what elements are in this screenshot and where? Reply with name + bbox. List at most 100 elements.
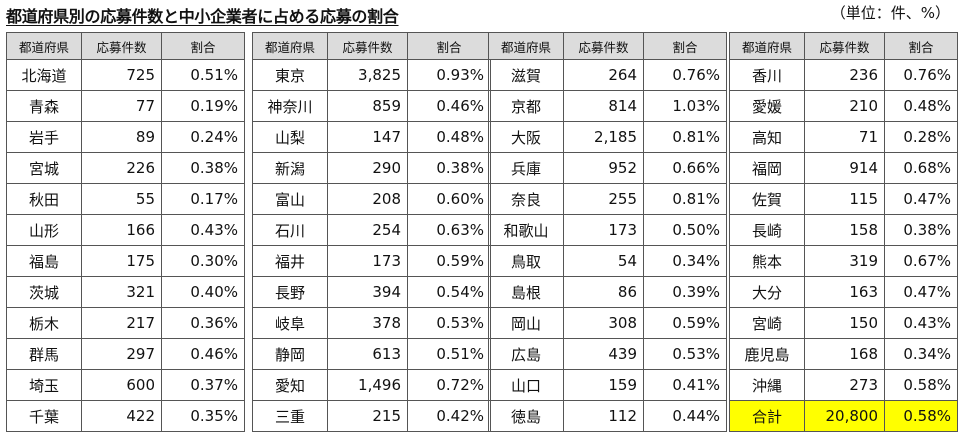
table-row: 島根 86 0.39% bbox=[488, 276, 727, 308]
application-count: 147 bbox=[327, 121, 408, 153]
prefecture-name: 東京 bbox=[252, 59, 328, 91]
prefecture-name: 秋田 bbox=[6, 183, 82, 215]
application-count: 264 bbox=[563, 59, 644, 91]
table-row: 愛媛 210 0.48% bbox=[729, 90, 958, 122]
header-count: 応募件数 bbox=[327, 32, 408, 60]
application-ratio: 0.38% bbox=[161, 152, 245, 184]
prefecture-name: 山形 bbox=[6, 214, 82, 246]
table-row: 大阪 2,185 0.81% bbox=[488, 121, 727, 153]
application-ratio: 0.28% bbox=[884, 121, 958, 153]
prefecture-name: 鳥取 bbox=[488, 245, 564, 277]
prefecture-name: 奈良 bbox=[488, 183, 564, 215]
table-row: 兵庫 952 0.66% bbox=[488, 152, 727, 184]
prefecture-name: 山口 bbox=[488, 369, 564, 401]
table-row: 秋田 55 0.17% bbox=[6, 183, 245, 215]
prefecture-table: 都道府県 応募件数 割合 東京 3,825 0.93% 神奈川 859 0.46% 山梨 147 0.… bbox=[252, 32, 491, 432]
table-header-row: 都道府県 応募件数 割合 bbox=[488, 32, 727, 60]
application-count: 600 bbox=[81, 369, 162, 401]
table-row: 埼玉 600 0.37% bbox=[6, 369, 245, 401]
application-count: 394 bbox=[327, 276, 408, 308]
application-ratio: 0.59% bbox=[407, 245, 491, 277]
application-count: 150 bbox=[804, 307, 885, 339]
application-count: 55 bbox=[81, 183, 162, 215]
table-header-row: 都道府県 応募件数 割合 bbox=[729, 32, 958, 60]
header-count: 応募件数 bbox=[81, 32, 162, 60]
prefecture-name: 静岡 bbox=[252, 338, 328, 370]
application-count: 814 bbox=[563, 90, 644, 122]
prefecture-name: 石川 bbox=[252, 214, 328, 246]
application-ratio: 0.81% bbox=[643, 121, 727, 153]
prefecture-name: 岩手 bbox=[6, 121, 82, 153]
prefecture-table: 都道府県 応募件数 割合 香川 236 0.76% 愛媛 210 0.48% 高知 71 0.28% 福… bbox=[729, 32, 958, 432]
table-row: 鳥取 54 0.34% bbox=[488, 245, 727, 277]
prefecture-name: 香川 bbox=[729, 59, 805, 91]
application-ratio: 0.38% bbox=[884, 214, 958, 246]
table-row: 富山 208 0.60% bbox=[252, 183, 491, 215]
application-count: 255 bbox=[563, 183, 644, 215]
header-ratio: 割合 bbox=[161, 32, 245, 60]
application-count: 297 bbox=[81, 338, 162, 370]
application-ratio: 0.66% bbox=[643, 152, 727, 184]
table-row: 東京 3,825 0.93% bbox=[252, 59, 491, 91]
application-ratio: 0.54% bbox=[407, 276, 491, 308]
application-count: 168 bbox=[804, 338, 885, 370]
prefecture-name: 福島 bbox=[6, 245, 82, 277]
application-count: 159 bbox=[563, 369, 644, 401]
application-ratio: 0.51% bbox=[161, 59, 245, 91]
application-count: 166 bbox=[81, 214, 162, 246]
application-count: 422 bbox=[81, 400, 162, 432]
table-row: 青森 77 0.19% bbox=[6, 90, 245, 122]
application-count: 273 bbox=[804, 369, 885, 401]
application-count: 217 bbox=[81, 307, 162, 339]
application-ratio: 0.48% bbox=[884, 90, 958, 122]
application-count: 725 bbox=[81, 59, 162, 91]
application-count: 308 bbox=[563, 307, 644, 339]
application-ratio: 0.44% bbox=[643, 400, 727, 432]
prefecture-name: 群馬 bbox=[6, 338, 82, 370]
prefecture-name: 長崎 bbox=[729, 214, 805, 246]
prefecture-name: 鹿児島 bbox=[729, 338, 805, 370]
application-ratio: 0.38% bbox=[407, 152, 491, 184]
prefecture-name: 和歌山 bbox=[488, 214, 564, 246]
application-ratio: 0.53% bbox=[407, 307, 491, 339]
prefecture-name: 富山 bbox=[252, 183, 328, 215]
application-ratio: 0.51% bbox=[407, 338, 491, 370]
application-count: 236 bbox=[804, 59, 885, 91]
prefecture-name: 神奈川 bbox=[252, 90, 328, 122]
application-ratio: 0.59% bbox=[643, 307, 727, 339]
prefecture-name: 北海道 bbox=[6, 59, 82, 91]
table-row: 宮城 226 0.38% bbox=[6, 152, 245, 184]
table-row: 石川 254 0.63% bbox=[252, 214, 491, 246]
application-count: 1,496 bbox=[327, 369, 408, 401]
table-row: 北海道 725 0.51% bbox=[6, 59, 245, 91]
header-count: 応募件数 bbox=[563, 32, 644, 60]
prefecture-name: 愛知 bbox=[252, 369, 328, 401]
prefecture-name: 滋賀 bbox=[488, 59, 564, 91]
header-count: 応募件数 bbox=[804, 32, 885, 60]
table-row: 広島 439 0.53% bbox=[488, 338, 727, 370]
prefecture-name: 福井 bbox=[252, 245, 328, 277]
application-ratio: 0.68% bbox=[884, 152, 958, 184]
application-count: 175 bbox=[81, 245, 162, 277]
prefecture-name: 島根 bbox=[488, 276, 564, 308]
table-row: 沖縄 273 0.58% bbox=[729, 369, 958, 401]
table-row: 大分 163 0.47% bbox=[729, 276, 958, 308]
application-count: 226 bbox=[81, 152, 162, 184]
application-count: 163 bbox=[804, 276, 885, 308]
table-row: 和歌山 173 0.50% bbox=[488, 214, 727, 246]
table-row: 山口 159 0.41% bbox=[488, 369, 727, 401]
application-ratio: 0.93% bbox=[407, 59, 491, 91]
table-row: 福島 175 0.30% bbox=[6, 245, 245, 277]
application-ratio: 0.58% bbox=[884, 400, 958, 432]
table-row: 愛知 1,496 0.72% bbox=[252, 369, 491, 401]
prefecture-name: 福岡 bbox=[729, 152, 805, 184]
application-ratio: 0.43% bbox=[161, 214, 245, 246]
application-count: 321 bbox=[81, 276, 162, 308]
table-row: 高知 71 0.28% bbox=[729, 121, 958, 153]
application-ratio: 0.42% bbox=[407, 400, 491, 432]
application-count: 173 bbox=[327, 245, 408, 277]
prefecture-name: 千葉 bbox=[6, 400, 82, 432]
table-row: 長崎 158 0.38% bbox=[729, 214, 958, 246]
prefecture-name: 愛媛 bbox=[729, 90, 805, 122]
application-ratio: 0.24% bbox=[161, 121, 245, 153]
